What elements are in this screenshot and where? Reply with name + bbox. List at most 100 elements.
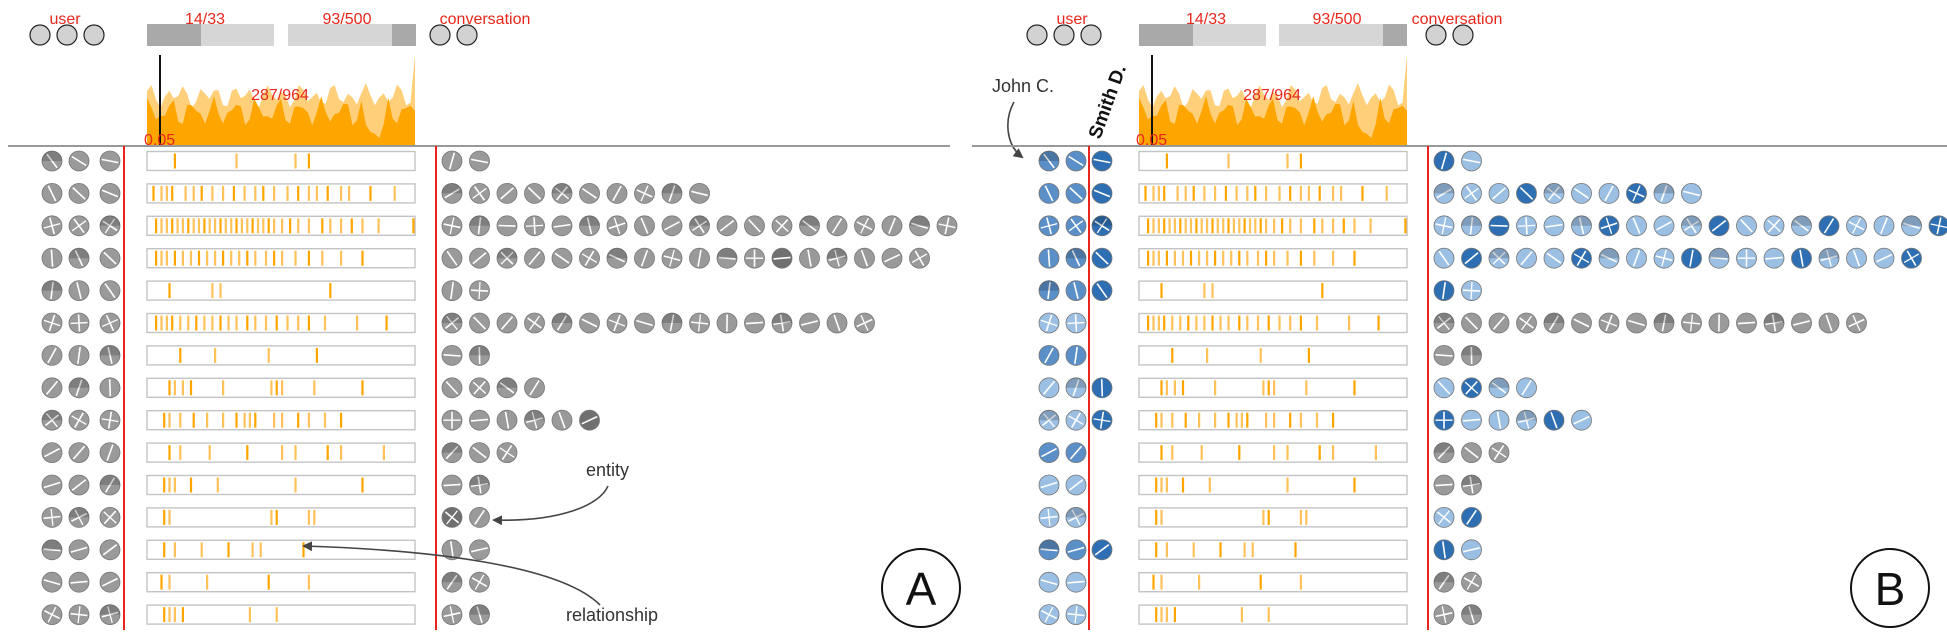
relationship-tick[interactable] xyxy=(1227,412,1230,428)
entity-glyph[interactable] xyxy=(1461,215,1482,237)
user-glyph[interactable] xyxy=(99,377,121,399)
relationship-tick[interactable] xyxy=(197,218,201,234)
relationship-tick[interactable] xyxy=(1160,412,1163,428)
conversation-timeline[interactable] xyxy=(1138,474,1408,496)
relationship-tick[interactable] xyxy=(1256,315,1260,331)
entity-glyph[interactable] xyxy=(689,215,710,237)
relationship-tick[interactable] xyxy=(251,542,254,558)
relationship-tick[interactable] xyxy=(1299,250,1302,266)
user-glyph[interactable] xyxy=(68,150,90,172)
relationship-tick[interactable] xyxy=(1273,380,1276,396)
entity-glyph[interactable] xyxy=(496,312,518,334)
relationship-tick[interactable] xyxy=(1289,185,1292,201)
conversation-row[interactable] xyxy=(41,604,490,625)
relationship-tick[interactable] xyxy=(1200,218,1203,234)
entity-glyph[interactable] xyxy=(441,604,463,625)
user-slider-dot[interactable] xyxy=(1053,24,1075,46)
relationship-tick[interactable] xyxy=(294,445,297,461)
relationship-tick[interactable] xyxy=(168,509,171,525)
relationship-tick[interactable] xyxy=(1192,185,1195,201)
entity-glyph[interactable] xyxy=(854,247,875,269)
relationship-tick[interactable] xyxy=(1181,250,1185,266)
entity-glyph[interactable] xyxy=(469,474,490,496)
user-glyph[interactable] xyxy=(41,312,63,334)
user-glyph[interactable] xyxy=(68,604,90,625)
relationship-tick[interactable] xyxy=(1165,477,1168,493)
entity-glyph[interactable] xyxy=(634,247,655,269)
entity-glyph[interactable] xyxy=(1598,215,1620,237)
entity-glyph[interactable] xyxy=(1516,215,1537,237)
relationship-tick[interactable] xyxy=(297,315,300,331)
relationship-tick[interactable] xyxy=(1144,185,1147,201)
relationship-tick[interactable] xyxy=(323,412,327,428)
relationship-tick[interactable] xyxy=(1265,250,1268,266)
relationship-tick[interactable] xyxy=(1294,542,1297,558)
relationship-tick[interactable] xyxy=(163,412,166,428)
relationship-tick[interactable] xyxy=(273,250,276,266)
relationship-tick[interactable] xyxy=(1259,347,1262,363)
conversation-timeline[interactable] xyxy=(1138,183,1408,204)
user-glyph[interactable] xyxy=(99,442,121,464)
relationship-tick[interactable] xyxy=(1259,574,1262,590)
relationship-tick[interactable] xyxy=(165,315,168,331)
relationship-tick[interactable] xyxy=(1227,218,1230,234)
conversation-slider-dots[interactable] xyxy=(1425,24,1474,46)
conversation-timeline[interactable] xyxy=(146,312,416,334)
conversation-row[interactable] xyxy=(41,377,545,399)
entity-glyph[interactable] xyxy=(1708,247,1730,269)
relationship-tick[interactable] xyxy=(1211,218,1214,234)
entity-glyph[interactable] xyxy=(1433,604,1455,625)
relationship-tick[interactable] xyxy=(321,250,324,266)
relationship-tick[interactable] xyxy=(1273,218,1276,234)
relationship-tick[interactable] xyxy=(1340,185,1343,201)
user-glyph[interactable] xyxy=(99,539,121,561)
entity-glyph[interactable] xyxy=(496,409,518,431)
relationship-tick[interactable] xyxy=(214,218,217,234)
conversation-row[interactable] xyxy=(1038,474,1482,496)
relationship-tick[interactable] xyxy=(1289,218,1292,234)
entity-glyph[interactable] xyxy=(441,539,463,561)
relationship-tick[interactable] xyxy=(1203,185,1206,201)
relationship-tick[interactable] xyxy=(262,218,265,234)
relationship-tick[interactable] xyxy=(1155,542,1158,558)
user-glyph[interactable] xyxy=(1065,507,1087,528)
relationship-tick[interactable] xyxy=(1299,153,1302,169)
relationship-tick[interactable] xyxy=(219,218,222,234)
relationship-tick[interactable] xyxy=(1163,315,1166,331)
relationship-tick[interactable] xyxy=(1227,153,1230,169)
relationship-tick[interactable] xyxy=(163,509,166,525)
relationship-tick[interactable] xyxy=(1299,185,1302,201)
entity-glyph[interactable] xyxy=(1681,312,1702,334)
relationship-tick[interactable] xyxy=(1152,218,1155,234)
user-glyph[interactable] xyxy=(1038,150,1060,172)
user-glyph[interactable] xyxy=(68,312,90,334)
relationship-tick[interactable] xyxy=(1214,250,1217,266)
relationship-tick[interactable] xyxy=(1157,315,1160,331)
relationship-tick[interactable] xyxy=(171,218,174,234)
user-glyph[interactable] xyxy=(1091,247,1113,269)
entity-glyph[interactable] xyxy=(441,150,463,172)
relationship-tick[interactable] xyxy=(1176,185,1179,201)
user-glyph[interactable] xyxy=(68,377,90,399)
relationship-tick[interactable] xyxy=(155,250,158,266)
entity-glyph[interactable] xyxy=(1433,409,1455,431)
user-slider-dot[interactable] xyxy=(83,24,105,46)
entity-glyph[interactable] xyxy=(1516,247,1537,269)
entity-glyph[interactable] xyxy=(579,312,600,334)
user-glyph[interactable] xyxy=(1091,539,1113,561)
user-glyph[interactable] xyxy=(1065,247,1087,269)
entity-glyph[interactable] xyxy=(1598,247,1620,269)
relationship-tick[interactable] xyxy=(1243,542,1246,558)
user-glyph[interactable] xyxy=(99,344,121,366)
user-glyph[interactable] xyxy=(99,150,121,172)
relationship-tick[interactable] xyxy=(289,218,292,234)
relationship-tick[interactable] xyxy=(1273,250,1276,266)
user-glyph[interactable] xyxy=(1065,539,1087,561)
relationship-tick[interactable] xyxy=(219,315,222,331)
relationship-tick[interactable] xyxy=(1318,185,1321,201)
relationship-tick[interactable] xyxy=(1198,250,1201,266)
relationship-tick[interactable] xyxy=(1173,250,1176,266)
relationship-tick[interactable] xyxy=(307,218,310,234)
relationship-tick[interactable] xyxy=(163,542,166,558)
entity-glyph[interactable] xyxy=(1598,182,1620,204)
